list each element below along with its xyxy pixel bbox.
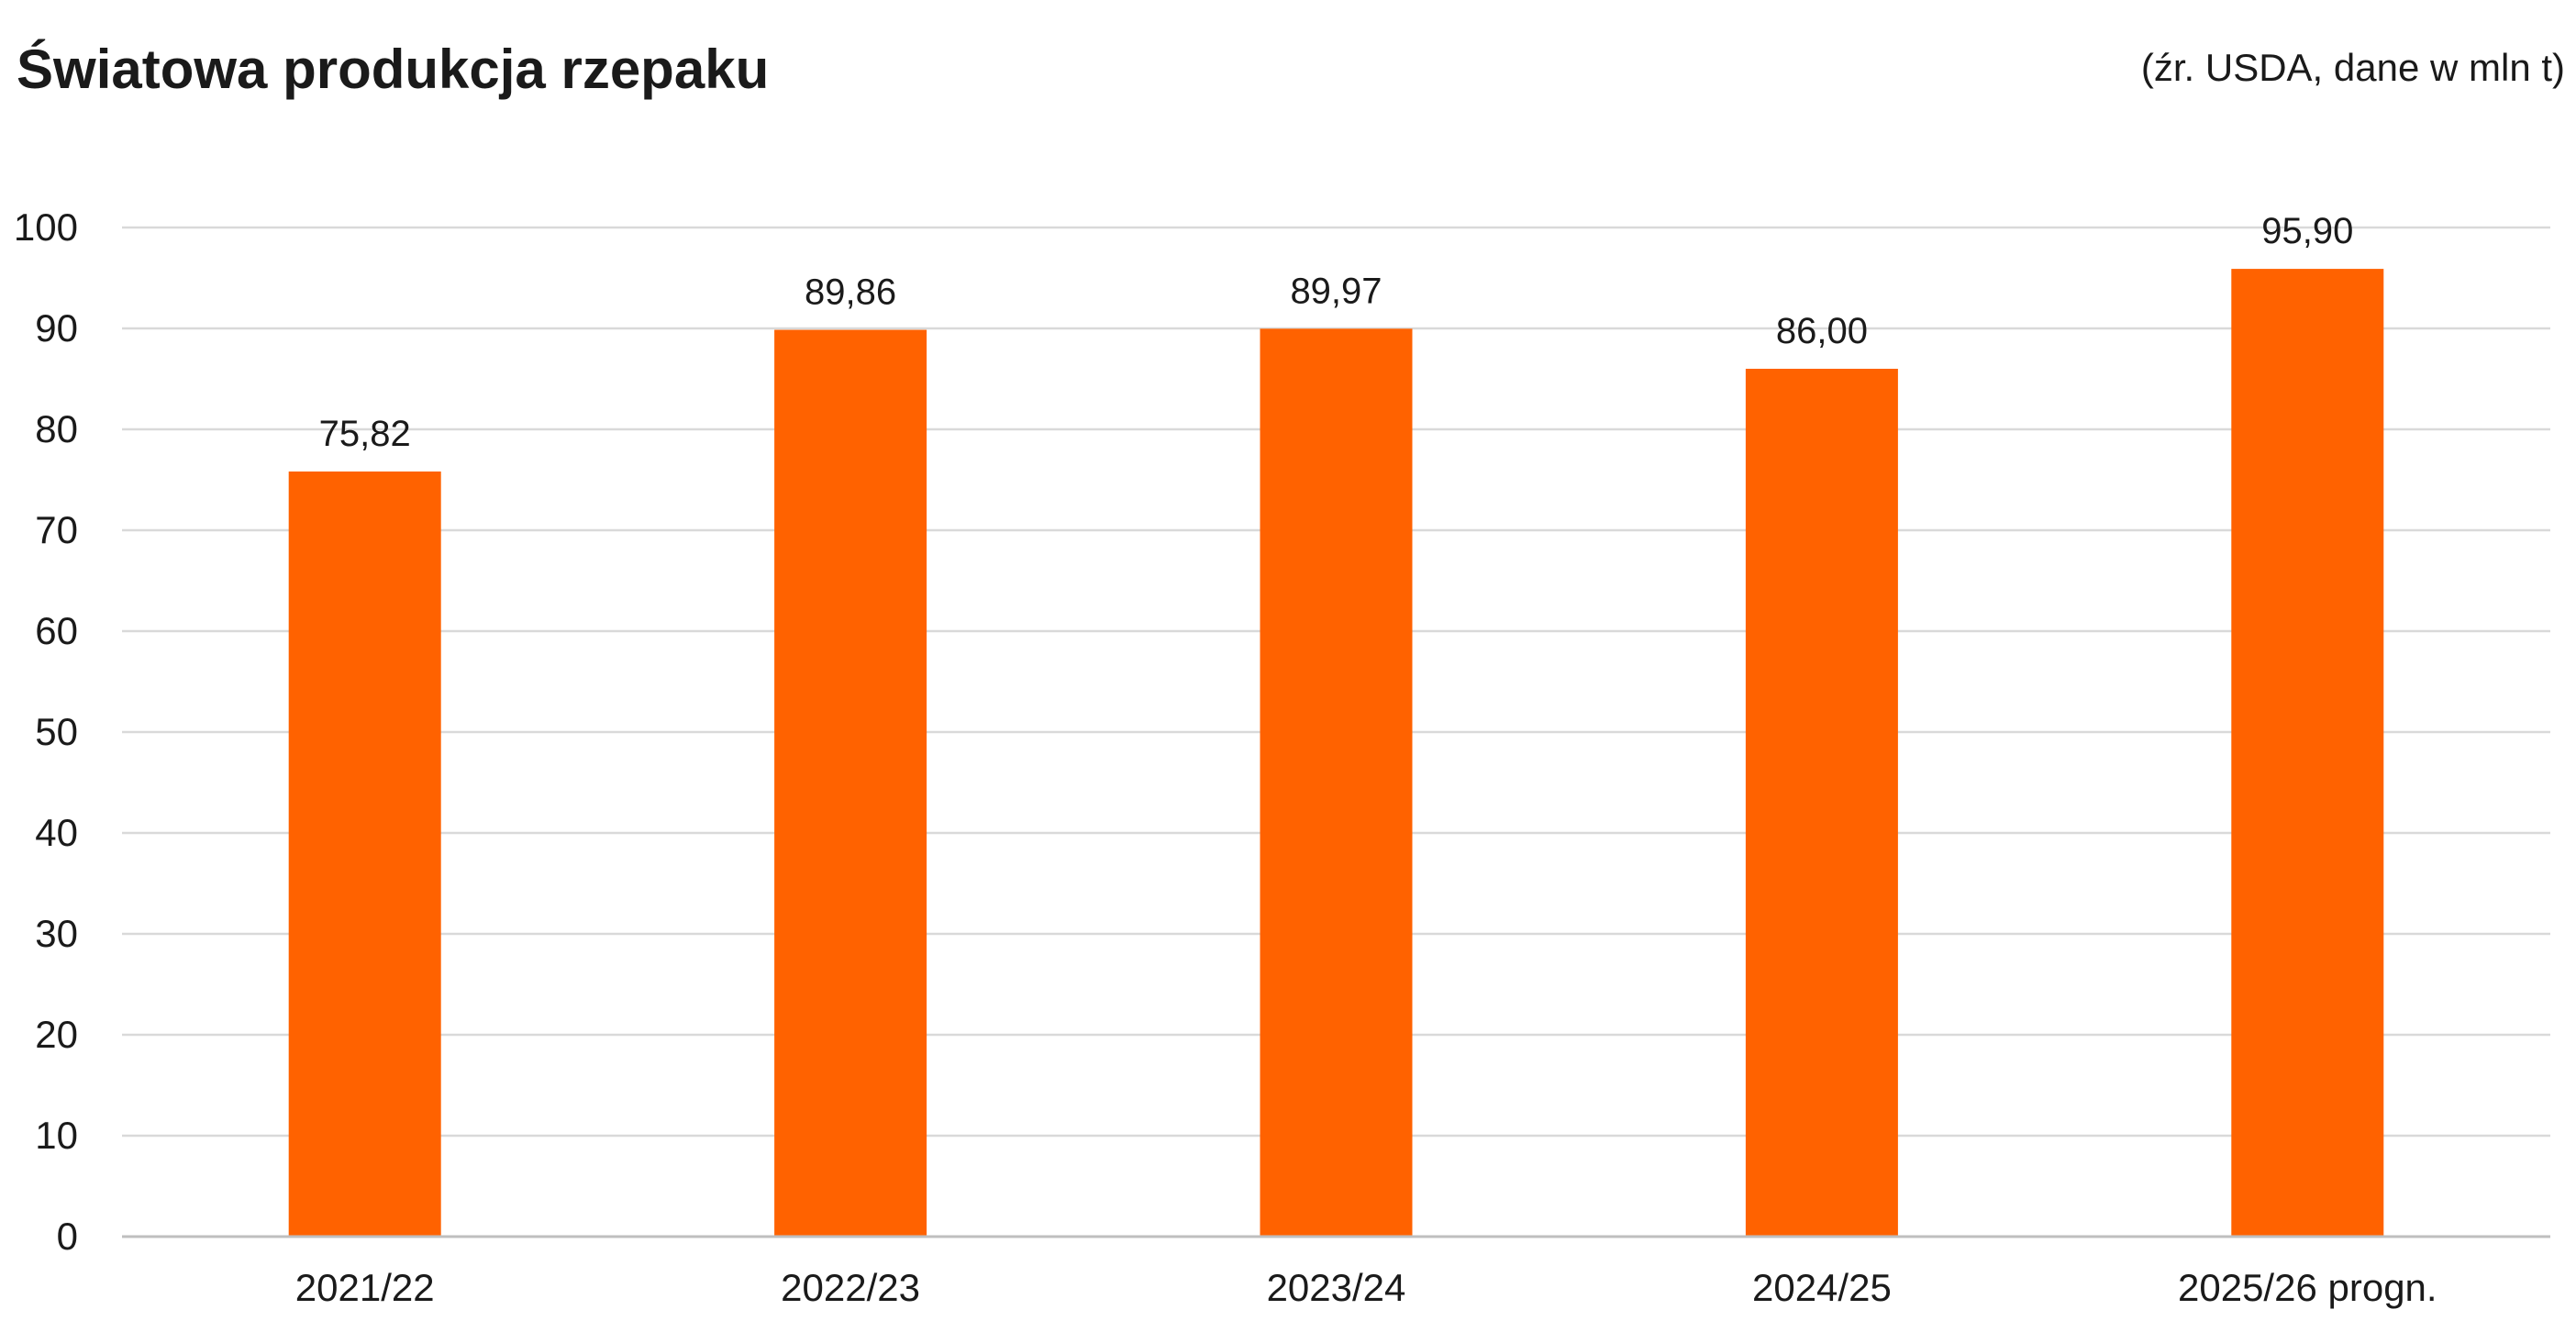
data-label: 86,00	[1776, 311, 1868, 351]
data-labels: 75,82 89,86 89,97 86,00 95,90	[319, 211, 2354, 454]
bar	[1260, 328, 1413, 1238]
y-tick-label: 0	[57, 1215, 78, 1258]
chart-title: Światowa produkcja rzepaku	[17, 39, 769, 100]
y-tick-label: 80	[35, 407, 78, 450]
y-tick-label: 10	[35, 1114, 78, 1157]
y-tick-label: 70	[35, 508, 78, 551]
x-tick-label: 2021/22	[295, 1266, 435, 1309]
x-axis-ticks: 2021/22 2022/23 2023/24 2024/25 2025/26 prog…	[295, 1266, 2437, 1309]
data-label: 75,82	[319, 414, 411, 454]
x-tick-label: 2025/26 progn.	[2178, 1266, 2437, 1309]
chart-subtitle: (źr. USDA, dane w mln t)	[2141, 46, 2565, 89]
data-label: 89,97	[1290, 271, 1382, 311]
y-tick-label: 50	[35, 710, 78, 753]
y-tick-label: 20	[35, 1013, 78, 1056]
x-tick-label: 2024/25	[1752, 1266, 1892, 1309]
y-axis-ticks: 0 10 20 30 40 50 60 70 80 90 100	[14, 205, 78, 1258]
x-tick-label: 2022/23	[781, 1266, 920, 1309]
data-label: 95,90	[2261, 211, 2353, 251]
y-tick-label: 30	[35, 912, 78, 955]
y-tick-label: 100	[14, 205, 78, 249]
bar	[774, 329, 927, 1237]
y-tick-label: 60	[35, 609, 78, 652]
bar	[288, 471, 441, 1237]
bar	[1745, 369, 1898, 1237]
data-label: 89,86	[805, 272, 896, 313]
bar	[2231, 269, 2384, 1238]
x-tick-label: 2023/24	[1267, 1266, 1406, 1309]
y-tick-label: 40	[35, 811, 78, 854]
bars	[288, 269, 2384, 1238]
y-tick-label: 90	[35, 306, 78, 350]
